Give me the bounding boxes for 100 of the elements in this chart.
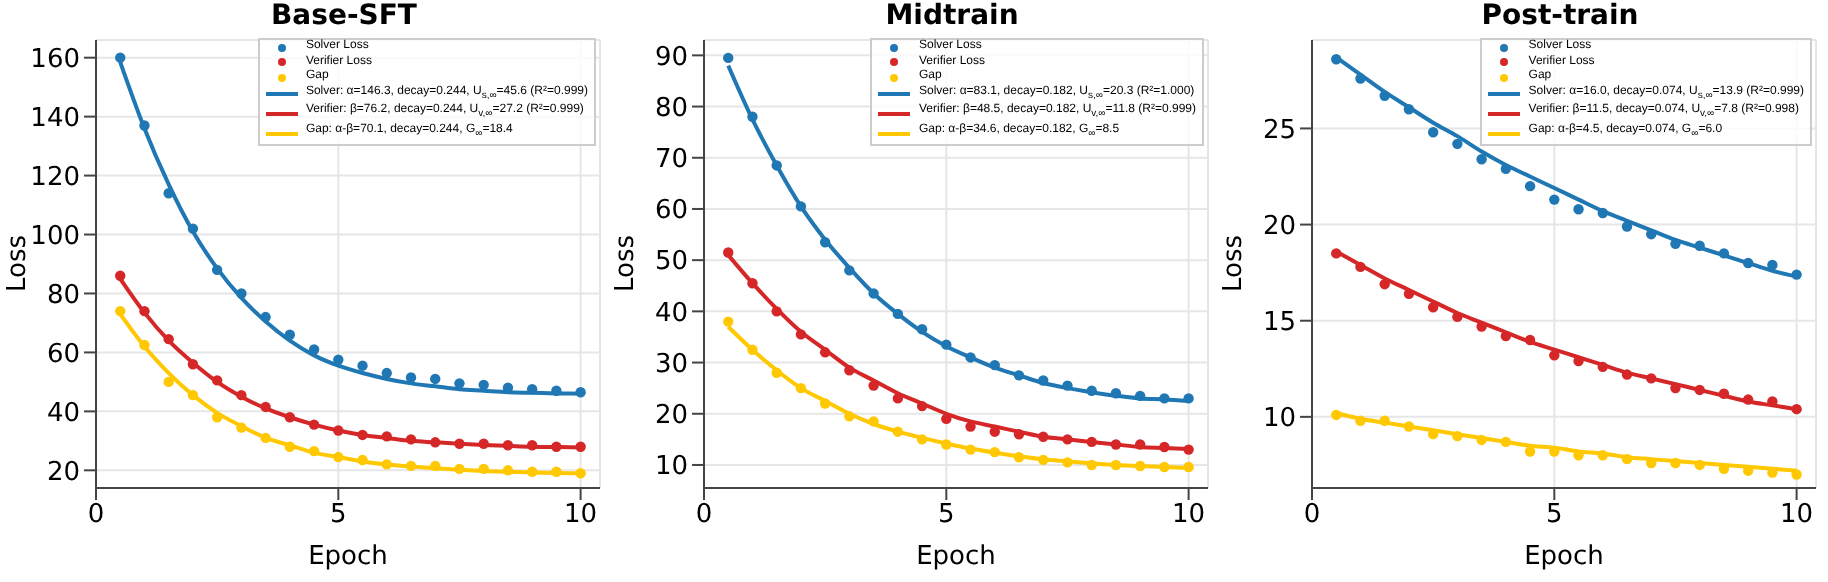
point (1062, 380, 1073, 391)
point (284, 329, 296, 340)
point (139, 305, 150, 317)
point (454, 438, 465, 449)
point (1038, 454, 1049, 466)
point (1183, 444, 1194, 455)
point (1110, 459, 1122, 471)
point (187, 359, 199, 370)
point (478, 463, 489, 475)
x-tick-label: 5 (1546, 500, 1563, 531)
point (236, 389, 247, 401)
y-tick-label: 30 (654, 349, 688, 380)
point (551, 441, 562, 452)
x-tick-label: 0 (87, 500, 105, 531)
point (405, 434, 417, 445)
point (1038, 431, 1049, 442)
point (1500, 330, 1512, 342)
point (892, 393, 904, 404)
point (1670, 238, 1681, 250)
point (965, 352, 976, 363)
x-axis-title: Epoch (1524, 542, 1604, 572)
point (1646, 457, 1657, 469)
point (333, 425, 344, 436)
y-tick-label: 60 (654, 196, 688, 227)
point (1670, 382, 1681, 394)
point (1379, 415, 1390, 426)
point (868, 288, 879, 299)
x-tick-label: 10 (564, 500, 598, 531)
point (1183, 461, 1194, 473)
point (187, 223, 199, 234)
y-tick-label: 10 (654, 452, 688, 483)
x-tick-label: 5 (330, 500, 347, 531)
point (1597, 450, 1608, 461)
point (115, 270, 126, 281)
point (211, 375, 223, 386)
y-tick-label: 20 (46, 457, 80, 488)
x-tick-label: 5 (938, 500, 955, 531)
point (1013, 429, 1025, 440)
x-tick-label: 10 (1172, 500, 1206, 531)
point (844, 265, 855, 276)
point (357, 454, 368, 466)
y-axis-title: Loss (611, 234, 642, 292)
point (795, 201, 807, 212)
y-tick-label: 80 (654, 93, 688, 124)
point (1086, 459, 1097, 471)
point (1062, 457, 1073, 468)
point (430, 437, 441, 448)
point (844, 365, 855, 376)
point (260, 432, 271, 444)
point (747, 278, 758, 289)
point (1742, 257, 1754, 269)
y-tick-label: 40 (46, 398, 80, 429)
y-axis-title: Loss (3, 234, 34, 292)
point (187, 389, 199, 401)
point (1331, 248, 1342, 259)
point (551, 385, 562, 396)
point (308, 344, 320, 355)
point (1791, 269, 1802, 280)
point (454, 378, 465, 389)
point (1791, 469, 1802, 480)
point (1134, 439, 1146, 450)
point (1476, 321, 1487, 332)
point (575, 441, 586, 452)
point (357, 429, 368, 441)
point (795, 329, 807, 340)
point (1038, 375, 1049, 386)
point (1452, 430, 1463, 442)
point (1597, 207, 1608, 219)
point (236, 422, 247, 433)
point (1524, 334, 1536, 346)
x-axis-title: Epoch (308, 542, 388, 572)
point (454, 463, 465, 475)
y-tick-label: 50 (654, 247, 688, 278)
point (115, 305, 126, 317)
point (941, 439, 952, 450)
point (916, 400, 928, 412)
y-tick-label: 90 (654, 42, 688, 73)
point (965, 421, 976, 432)
point (1134, 390, 1146, 402)
point (1549, 350, 1560, 361)
point (139, 339, 150, 351)
point (1621, 369, 1633, 380)
point (163, 376, 174, 388)
point (551, 466, 562, 477)
point (747, 111, 758, 122)
point (795, 382, 807, 394)
point (1452, 138, 1463, 150)
point (1621, 221, 1633, 232)
point (1791, 403, 1802, 415)
point (575, 468, 586, 479)
point (1597, 361, 1608, 373)
point (1013, 370, 1025, 381)
point (1670, 457, 1681, 469)
point (236, 288, 247, 299)
y-tick-label: 160 (30, 44, 80, 75)
point (333, 451, 344, 463)
point (819, 237, 831, 248)
point (1134, 460, 1146, 472)
y-tick-label: 20 (654, 400, 688, 431)
point (771, 160, 782, 171)
